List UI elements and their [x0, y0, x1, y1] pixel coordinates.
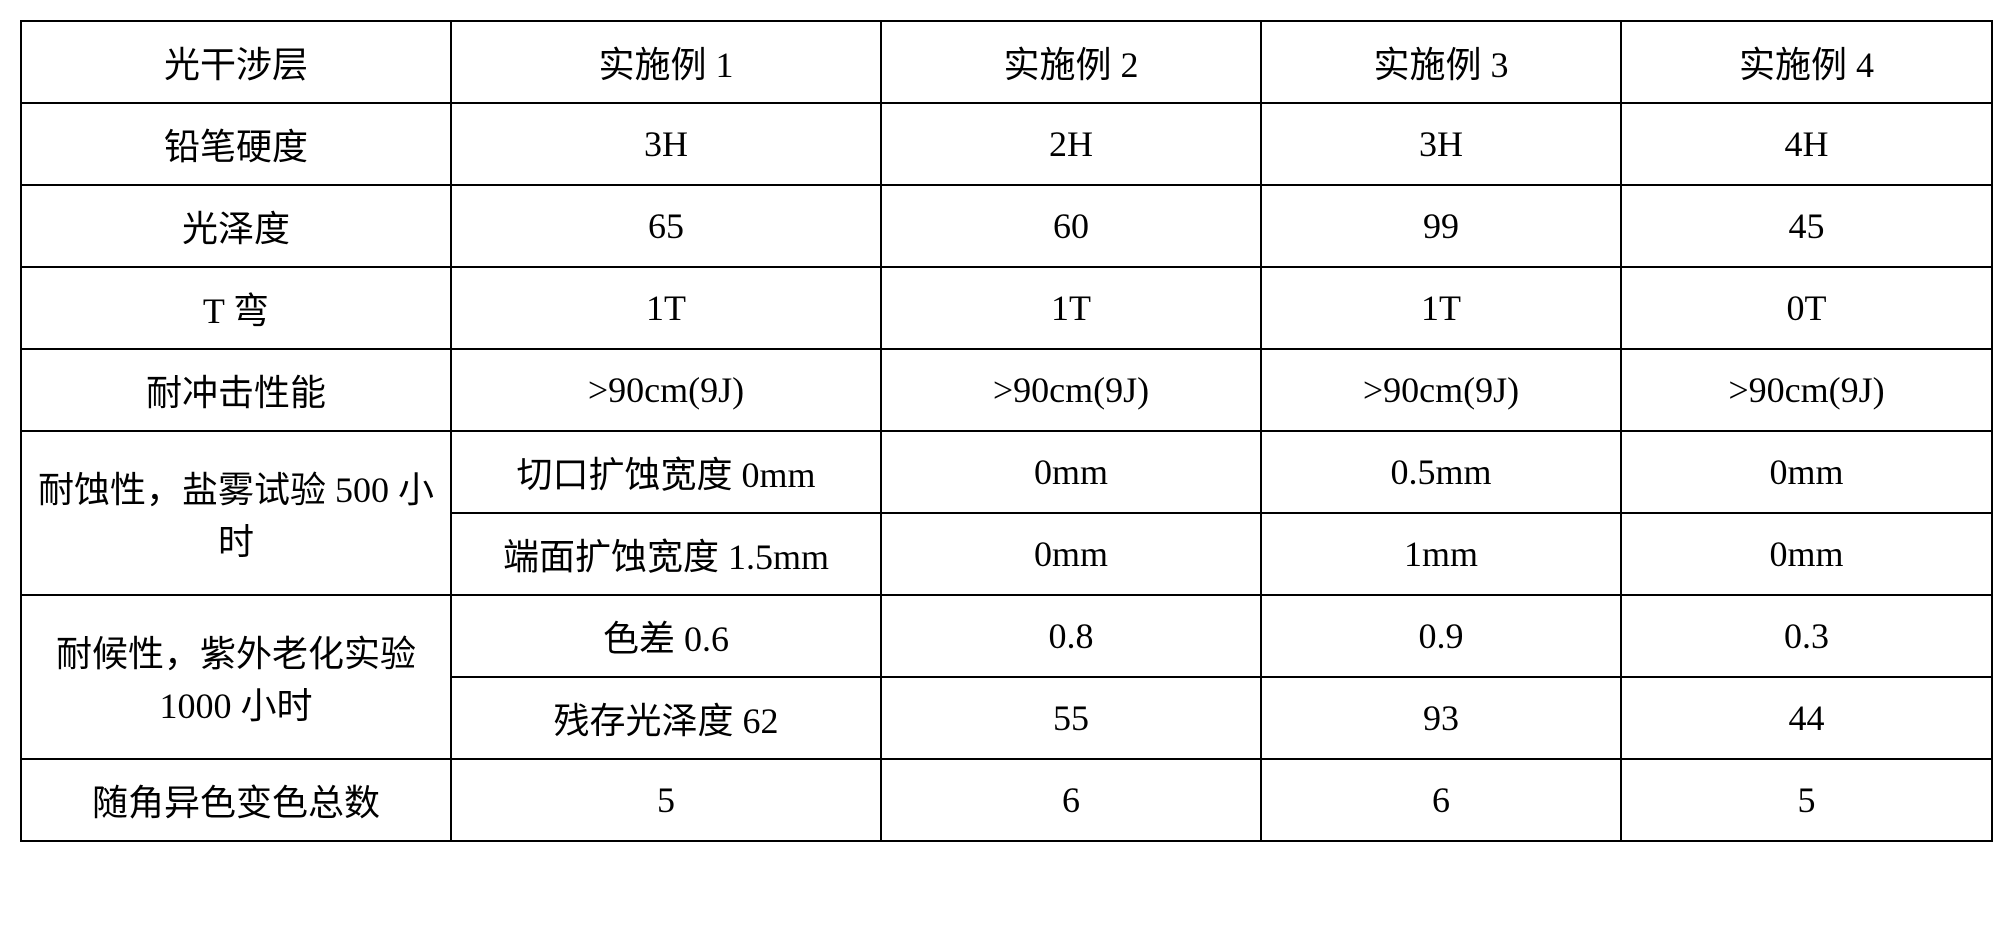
- cell: 残存光泽度 62: [451, 677, 881, 759]
- cell: >90cm(9J): [881, 349, 1261, 431]
- table-row: 耐候性，紫外老化实验 1000 小时 色差 0.6 0.8 0.9 0.3: [21, 595, 1992, 677]
- row-label: T 弯: [21, 267, 451, 349]
- cell: 45: [1621, 185, 1992, 267]
- cell: 99: [1261, 185, 1621, 267]
- cell: 5: [451, 759, 881, 841]
- table-row: 耐冲击性能 >90cm(9J) >90cm(9J) >90cm(9J) >90c…: [21, 349, 1992, 431]
- cell: 1mm: [1261, 513, 1621, 595]
- table-row: T 弯 1T 1T 1T 0T: [21, 267, 1992, 349]
- cell: 0.3: [1621, 595, 1992, 677]
- cell: 65: [451, 185, 881, 267]
- cell: 3H: [1261, 103, 1621, 185]
- table-row: 铅笔硬度 3H 2H 3H 4H: [21, 103, 1992, 185]
- header-cell-4: 实施例 4: [1621, 21, 1992, 103]
- cell: 0.8: [881, 595, 1261, 677]
- header-cell-0: 光干涉层: [21, 21, 451, 103]
- cell: 60: [881, 185, 1261, 267]
- cell: 2H: [881, 103, 1261, 185]
- cell: 4H: [1621, 103, 1992, 185]
- cell: 0mm: [881, 513, 1261, 595]
- cell: 1T: [1261, 267, 1621, 349]
- table-header-row: 光干涉层 实施例 1 实施例 2 实施例 3 实施例 4: [21, 21, 1992, 103]
- cell: >90cm(9J): [1261, 349, 1621, 431]
- cell: 0mm: [1621, 513, 1992, 595]
- cell: 6: [1261, 759, 1621, 841]
- cell: 端面扩蚀宽度 1.5mm: [451, 513, 881, 595]
- row-label: 耐候性，紫外老化实验 1000 小时: [21, 595, 451, 759]
- row-label: 光泽度: [21, 185, 451, 267]
- header-cell-2: 实施例 2: [881, 21, 1261, 103]
- cell: 0.5mm: [1261, 431, 1621, 513]
- cell: 3H: [451, 103, 881, 185]
- cell: 1T: [881, 267, 1261, 349]
- cell: 0mm: [1621, 431, 1992, 513]
- cell: 1T: [451, 267, 881, 349]
- data-table: 光干涉层 实施例 1 实施例 2 实施例 3 实施例 4 铅笔硬度 3H 2H …: [20, 20, 1993, 842]
- cell: 切口扩蚀宽度 0mm: [451, 431, 881, 513]
- cell: 44: [1621, 677, 1992, 759]
- cell: >90cm(9J): [451, 349, 881, 431]
- header-cell-1: 实施例 1: [451, 21, 881, 103]
- cell: 0mm: [881, 431, 1261, 513]
- data-table-container: 光干涉层 实施例 1 实施例 2 实施例 3 实施例 4 铅笔硬度 3H 2H …: [20, 20, 1991, 842]
- cell: >90cm(9J): [1621, 349, 1992, 431]
- row-label: 耐蚀性，盐雾试验 500 小时: [21, 431, 451, 595]
- cell: 0.9: [1261, 595, 1621, 677]
- cell: 93: [1261, 677, 1621, 759]
- row-label: 铅笔硬度: [21, 103, 451, 185]
- cell: 色差 0.6: [451, 595, 881, 677]
- cell: 6: [881, 759, 1261, 841]
- table-row: 光泽度 65 60 99 45: [21, 185, 1992, 267]
- table-row: 耐蚀性，盐雾试验 500 小时 切口扩蚀宽度 0mm 0mm 0.5mm 0mm: [21, 431, 1992, 513]
- row-label: 耐冲击性能: [21, 349, 451, 431]
- cell: 55: [881, 677, 1261, 759]
- row-label: 随角异色变色总数: [21, 759, 451, 841]
- cell: 5: [1621, 759, 1992, 841]
- header-cell-3: 实施例 3: [1261, 21, 1621, 103]
- cell: 0T: [1621, 267, 1992, 349]
- table-row: 随角异色变色总数 5 6 6 5: [21, 759, 1992, 841]
